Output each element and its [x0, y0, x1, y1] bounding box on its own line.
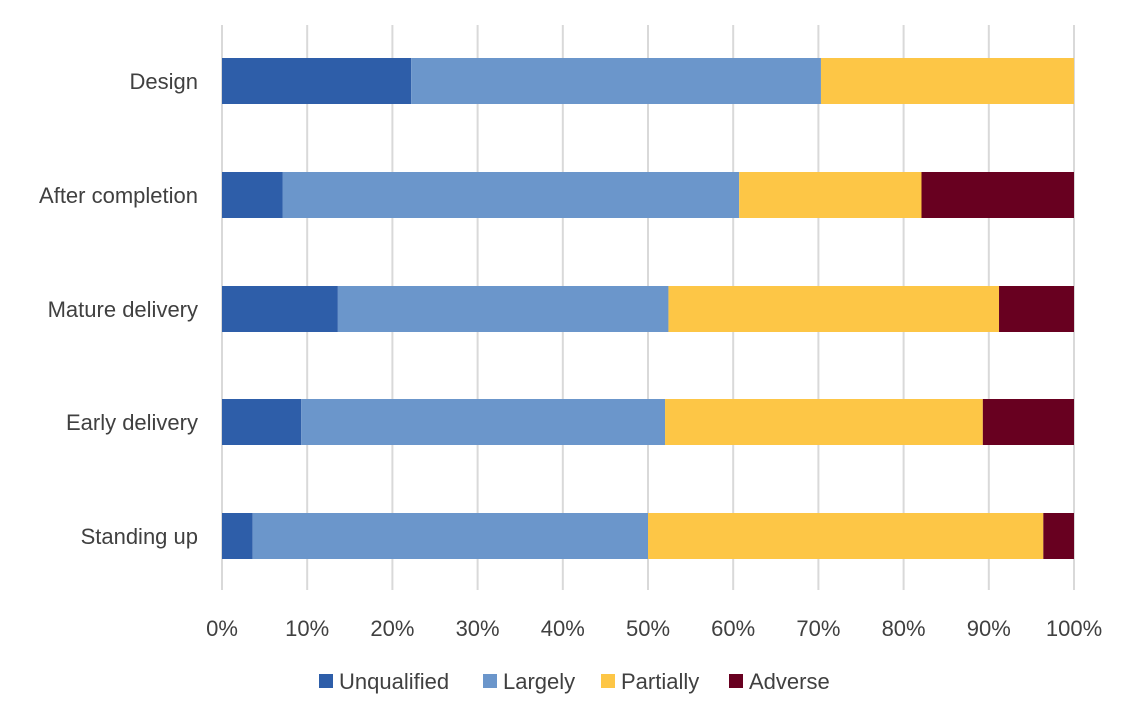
category-label: After completion: [39, 183, 198, 208]
legend-label-partially: Partially: [621, 669, 699, 694]
x-tick-label: 20%: [370, 616, 414, 641]
x-tick-label: 80%: [882, 616, 926, 641]
legend-swatch-unqualified: [319, 674, 333, 688]
category-label: Early delivery: [66, 410, 198, 435]
bar-segment-largely: [411, 58, 821, 104]
bar-segment-largely: [252, 513, 648, 559]
bar-segment-unqualified: [222, 286, 338, 332]
bar-segment-unqualified: [222, 399, 302, 445]
category-label: Standing up: [81, 524, 198, 549]
x-tick-label: 50%: [626, 616, 670, 641]
x-tick-label: 40%: [541, 616, 585, 641]
legend-label-unqualified: Unqualified: [339, 669, 449, 694]
legend-label-adverse: Adverse: [749, 669, 830, 694]
x-tick-label: 100%: [1046, 616, 1102, 641]
x-tick-label: 60%: [711, 616, 755, 641]
x-tick-labels: 0% 10% 20% 30% 40% 50% 60% 70% 80% 90% 100%: [206, 616, 1102, 641]
x-tick-label: 0%: [206, 616, 238, 641]
bar-segment-adverse: [921, 172, 1074, 218]
legend-label-largely: Largely: [503, 669, 575, 694]
bar-segment-unqualified: [222, 172, 283, 218]
bar-segment-adverse: [982, 399, 1074, 445]
x-tick-label: 90%: [967, 616, 1011, 641]
bar-segment-largely: [301, 399, 666, 445]
bar-segment-unqualified: [222, 58, 412, 104]
x-tick-label: 70%: [796, 616, 840, 641]
bar-segment-unqualified: [222, 513, 253, 559]
bar-segment-adverse: [1043, 513, 1074, 559]
bar-segment-adverse: [999, 286, 1074, 332]
legend: Unqualified Largely Partially Adverse: [319, 669, 830, 694]
legend-swatch-partially: [601, 674, 615, 688]
x-tick-label: 10%: [285, 616, 329, 641]
bar-segment-partially: [739, 172, 922, 218]
category-label: Design: [130, 69, 198, 94]
legend-swatch-adverse: [729, 674, 743, 688]
bars: [222, 58, 1074, 559]
bar-segment-partially: [820, 58, 1074, 104]
category-labels: Design After completion Mature delivery Ear…: [39, 69, 198, 549]
bar-segment-largely: [282, 172, 740, 218]
x-tick-label: 30%: [456, 616, 500, 641]
category-label: Mature delivery: [48, 297, 198, 322]
bar-segment-partially: [648, 513, 1044, 559]
bar-segment-largely: [337, 286, 669, 332]
legend-swatch-largely: [483, 674, 497, 688]
bar-segment-partially: [665, 399, 983, 445]
bar-segment-partially: [668, 286, 1000, 332]
